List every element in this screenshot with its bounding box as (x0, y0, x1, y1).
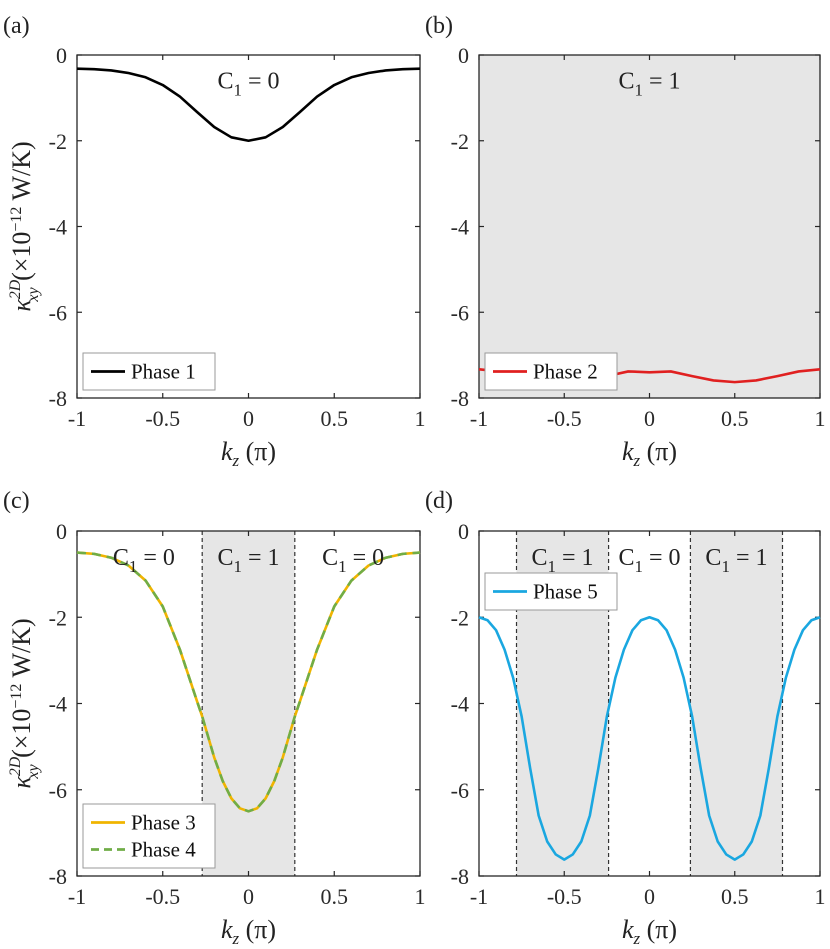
x-axis-label: kz (π) (221, 915, 276, 948)
y-tick-label: 0 (56, 43, 67, 68)
x-tick-label: -1 (470, 406, 488, 431)
legend-label: Phase 4 (131, 838, 196, 862)
chern-number-annotation: C1 = 0 (322, 545, 384, 576)
x-tick-label: 0 (243, 884, 254, 909)
x-tick-label: 1 (815, 884, 826, 909)
chern-number-annotation: C1 = 0 (217, 69, 279, 100)
y-tick-label: -6 (451, 300, 469, 325)
series-line-phase-1 (76, 67, 421, 143)
shaded-region (202, 531, 295, 876)
legend-box (82, 352, 216, 391)
x-tick-label: 0 (644, 884, 655, 909)
panel-tag: (b) (425, 13, 453, 39)
y-tick-label: -6 (49, 778, 67, 803)
x-axis-label: kz (π) (622, 437, 677, 470)
y-tick-label: -6 (451, 778, 469, 803)
panel-tag: (d) (425, 488, 453, 514)
x-tick-label: 0.5 (721, 406, 749, 431)
x-tick-label: -1 (68, 884, 86, 909)
panel-b: -1 -0.5 0 0.5 1 0 -2 -4 -6 -8 C1 = 1 Phase 2 kz (π) (… (425, 13, 826, 470)
shaded-region (690, 531, 783, 876)
panel-tag: (a) (3, 13, 30, 39)
y-tick-label: -2 (451, 129, 469, 154)
y-tick-label: -2 (451, 605, 469, 630)
legend: Phase 5 (484, 572, 618, 611)
y-tick-label: -4 (451, 692, 469, 717)
series-line-phase-5 (478, 615, 821, 861)
legend-label: Phase 5 (533, 580, 598, 604)
x-tick-label: -0.5 (547, 406, 582, 431)
x-tick-label: -0.5 (145, 406, 180, 431)
series-line-phase-4 (76, 551, 421, 813)
y-tick-label: -8 (49, 386, 67, 411)
y-tick-label: 0 (458, 519, 469, 544)
x-tick-label: 1 (415, 406, 426, 431)
y-tick-label: 0 (56, 519, 67, 544)
chern-number-annotation: C1 = 1 (618, 69, 680, 100)
plot-background (77, 55, 420, 398)
y-tick-label: -2 (49, 605, 67, 630)
chern-number-annotation: C1 = 1 (217, 545, 279, 576)
legend-label: Phase 1 (131, 360, 196, 384)
y-tick-label: -2 (49, 129, 67, 154)
chern-number-annotation: C1 = 0 (113, 545, 175, 576)
x-tick-label: -0.5 (547, 884, 582, 909)
y-tick-label: 0 (458, 43, 469, 68)
x-tick-label: 1 (815, 406, 826, 431)
legend: Phase 3 Phase 4 (82, 803, 216, 869)
x-tick-label: 0 (644, 406, 655, 431)
x-tick-label: -0.5 (145, 884, 180, 909)
y-tick-label: -8 (451, 864, 469, 889)
y-tick-label: -8 (49, 864, 67, 889)
x-tick-label: 0.5 (321, 406, 349, 431)
y-tick-label: -4 (49, 215, 67, 240)
legend-box (82, 803, 216, 869)
x-axis-label: kz (π) (221, 437, 276, 470)
legend-label: Phase 3 (131, 811, 196, 835)
panel-a: -1 -0.5 0 0.5 1 0 -2 -4 -6 -8 C1 = 0 Phase 1 kz (π) κ… (3, 13, 426, 470)
x-tick-label: -1 (68, 406, 86, 431)
chern-number-annotation: C1 = 0 (618, 545, 680, 576)
x-tick-label: 0 (243, 406, 254, 431)
legend: Phase 1 (82, 352, 216, 391)
shaded-region (479, 55, 820, 398)
x-tick-label: 0.5 (721, 884, 749, 909)
y-tick-label: -6 (49, 300, 67, 325)
x-tick-label: -1 (470, 884, 488, 909)
y-axis-label: κ2Dxy (×10−12 W/K) (7, 141, 42, 311)
panel-c: -1 -0.5 0 0.5 1 0 -2 -4 -6 -8 C1 = 0 C1 = 1 C1 = 0 Ph… (3, 488, 426, 948)
x-axis-label: kz (π) (622, 915, 677, 948)
legend-label: Phase 2 (533, 360, 598, 384)
chern-number-annotation: C1 = 1 (532, 545, 594, 576)
y-axis-label: κ2Dxy (×10−12 W/K) (7, 618, 42, 788)
panel-d: -1 -0.5 0 0.5 1 0 -2 -4 -6 -8 C1 = 1 C1 = 0 C1 = 1 Ph… (425, 488, 826, 948)
y-tick-label: -4 (49, 692, 67, 717)
panel-tag: (c) (3, 488, 30, 514)
y-tick-label: -8 (451, 386, 469, 411)
chern-number-annotation: C1 = 1 (705, 545, 767, 576)
x-tick-label: 1 (415, 884, 426, 909)
y-tick-label: -4 (451, 215, 469, 240)
legend: Phase 2 (484, 352, 618, 391)
x-tick-label: 0.5 (321, 884, 349, 909)
